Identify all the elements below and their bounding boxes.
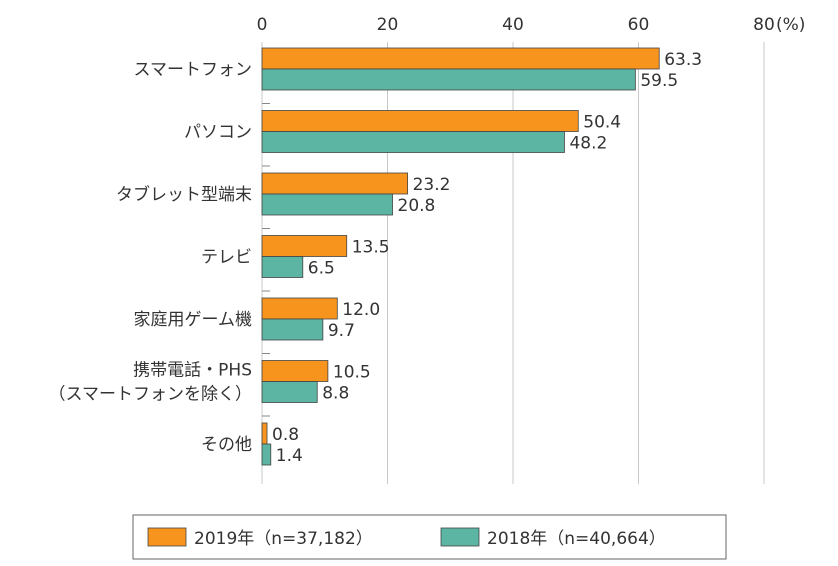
category-label: パソコン [184, 123, 252, 143]
x-axis-ticks: 0 20 40 60 80 (%) [257, 15, 806, 35]
value-label: 50.4 [583, 113, 621, 133]
value-label: 63.3 [664, 50, 702, 70]
value-label: 13.5 [352, 238, 390, 258]
bar [261, 110, 579, 132]
bar [261, 47, 660, 70]
bar [261, 193, 393, 216]
bar [261, 381, 318, 403]
bar [261, 256, 304, 278]
x-tick-label: 20 [377, 15, 399, 35]
value-label: 8.8 [322, 384, 349, 404]
x-tick-label: 40 [502, 15, 524, 35]
value-label: 1.4 [276, 446, 303, 466]
value-label: 20.8 [398, 196, 436, 216]
category-label: 家庭用ゲーム機 [134, 310, 253, 330]
category-label: スマートフォン [134, 60, 253, 80]
value-label: 0.8 [272, 425, 299, 445]
value-label: 10.5 [333, 363, 371, 383]
category-label: （スマートフォンを除く） [49, 385, 253, 405]
category-label: その他 [201, 435, 252, 455]
legend-label: 2019年（n=37,182） [194, 529, 373, 549]
legend-swatch [440, 527, 480, 547]
value-label: 12.0 [342, 300, 380, 320]
legend: 2019年（n=37,182） 2018年（n=40,664） [132, 514, 727, 560]
category-label: 携帯電話・PHS [133, 361, 252, 381]
value-label: 9.7 [328, 321, 355, 341]
x-tick-label: 0 [257, 15, 268, 35]
category-label: タブレット型端末 [116, 184, 252, 205]
value-label: 59.5 [640, 71, 678, 91]
bar [261, 131, 565, 153]
bar [261, 68, 636, 91]
legend-box [132, 514, 727, 560]
bar [261, 422, 268, 445]
bar [261, 443, 272, 466]
bar [261, 235, 348, 257]
x-tick-label: 60 [628, 15, 650, 35]
legend-label: 2018年（n=40,664） [487, 529, 666, 549]
value-label: 23.2 [413, 175, 451, 195]
bars: 63.3 50.4 23.2 13.5 12.0 10.5 0.8 59.5 48.2 20.8 6… [261, 47, 702, 466]
x-tick-label: 80 [753, 15, 775, 35]
bar [261, 172, 408, 195]
value-label: 48.2 [569, 134, 607, 154]
bar [261, 318, 324, 341]
unit-label: (%) [776, 15, 805, 35]
grid-lines [261, 42, 765, 484]
bar [261, 360, 329, 382]
value-label: 6.5 [308, 259, 335, 279]
category-label: テレビ [201, 248, 252, 268]
legend-swatch [147, 527, 187, 547]
bar [261, 297, 338, 320]
